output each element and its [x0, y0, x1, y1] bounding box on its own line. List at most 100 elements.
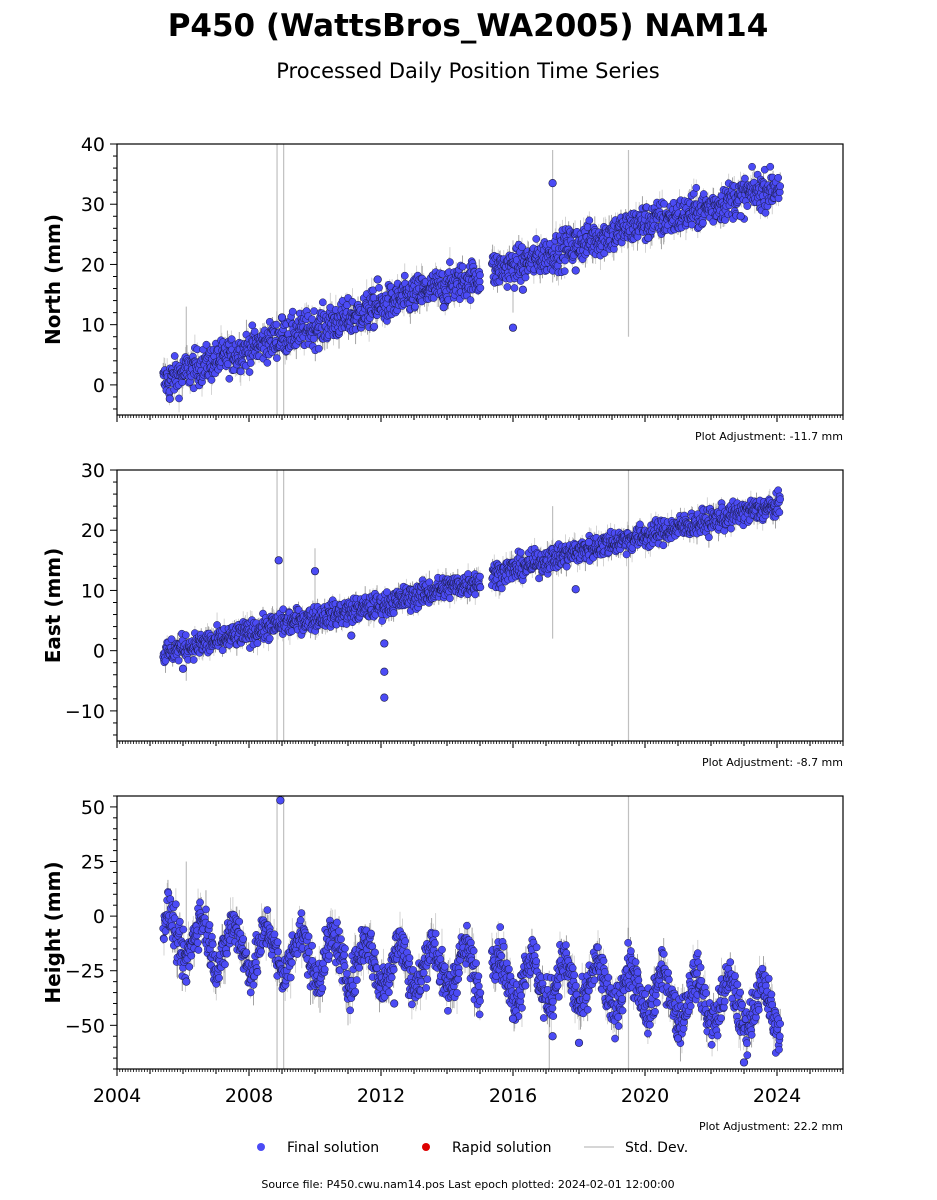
data-point	[741, 174, 749, 183]
data-point	[466, 296, 475, 304]
data-point	[471, 590, 480, 599]
y-axis-label: North (mm)	[41, 214, 65, 345]
data-point	[521, 273, 530, 282]
data-point	[309, 334, 318, 343]
data-point	[476, 284, 485, 292]
data-point	[446, 594, 454, 603]
data-point	[310, 307, 318, 315]
outlier-point	[439, 303, 448, 312]
data-point	[250, 327, 259, 336]
data-point	[236, 367, 245, 376]
data-point	[727, 524, 735, 533]
outlier-point	[373, 275, 382, 284]
data-point	[245, 368, 254, 376]
y-tick-label: −10	[65, 701, 105, 723]
plot-adjustment: Plot Adjustment: -11.7 mm	[695, 430, 843, 443]
data-point	[692, 183, 701, 192]
data-point	[272, 320, 281, 329]
outlier-point	[165, 394, 174, 403]
data-point	[775, 508, 784, 517]
data-point	[400, 271, 409, 280]
final-solution-points	[159, 486, 785, 702]
data-point	[174, 656, 183, 665]
data-point	[170, 352, 179, 360]
outlier-point	[380, 639, 389, 648]
outlier-point	[380, 667, 389, 676]
panel-1: 0 10 20 30 40 North (mm) Plot Adjustment: -11.…	[41, 134, 844, 443]
data-point	[562, 562, 571, 571]
y-tick-label: 10	[81, 580, 105, 602]
data-point	[375, 283, 383, 292]
y-tick-label: 0	[93, 641, 105, 663]
outlier-point	[508, 323, 518, 332]
outlier-point	[571, 585, 580, 594]
plot-area	[159, 144, 785, 415]
data-point	[748, 162, 756, 171]
data-point	[535, 574, 543, 583]
data-point	[476, 583, 485, 592]
data-point	[458, 262, 467, 271]
data-point	[699, 219, 707, 227]
y-tick-label: 10	[81, 315, 105, 337]
y-tick-label: 30	[81, 460, 105, 482]
data-point	[207, 376, 216, 384]
data-point	[314, 344, 323, 353]
data-point	[370, 322, 379, 331]
data-point	[446, 258, 454, 266]
data-point	[202, 340, 211, 349]
outlier-point	[380, 693, 389, 702]
outlier-point	[736, 212, 745, 221]
data-point	[223, 360, 232, 368]
outlier-point	[571, 266, 580, 275]
outlier-point	[347, 631, 356, 640]
y-tick-label: 20	[81, 520, 105, 542]
outlier-point	[584, 538, 594, 547]
outlier-point	[277, 313, 287, 322]
data-point	[218, 646, 227, 655]
data-point	[167, 635, 176, 644]
y-tick-label: 0	[93, 375, 105, 397]
data-point	[743, 202, 752, 210]
data-point	[766, 162, 775, 171]
data-point	[227, 335, 236, 343]
data-point	[389, 609, 398, 617]
chart-subtitle: Processed Daily Position Time Series	[276, 59, 660, 83]
outlier-point	[548, 179, 557, 188]
data-point	[253, 639, 262, 648]
data-point	[510, 284, 519, 292]
plot-area	[159, 470, 785, 741]
data-point	[776, 495, 785, 504]
data-point	[429, 294, 438, 302]
chart-title: P450 (WattsBros_WA2005) NAM14	[168, 8, 769, 44]
data-point	[560, 267, 569, 276]
data-point	[175, 394, 183, 403]
data-point	[585, 216, 594, 225]
y-tick-label: 30	[81, 194, 105, 216]
data-point	[532, 235, 541, 243]
final-solution-points	[159, 162, 785, 403]
data-point	[475, 277, 484, 286]
data-point	[318, 298, 327, 307]
data-point	[288, 307, 297, 316]
data-point	[761, 209, 770, 217]
outlier-point	[644, 233, 653, 243]
data-point	[776, 182, 785, 190]
data-point	[378, 617, 387, 625]
data-point	[518, 243, 526, 251]
data-point	[225, 374, 234, 383]
panels: 0 10 20 30 40 North (mm) Plot Adjustment: -11.…	[41, 134, 844, 1133]
y-tick-label: 20	[81, 254, 105, 276]
outlier-point	[310, 567, 320, 576]
data-point	[181, 631, 190, 639]
y-tick-label: 40	[81, 134, 105, 156]
data-point	[705, 533, 713, 542]
data-point	[265, 634, 274, 643]
data-point	[636, 520, 644, 529]
data-point	[659, 541, 668, 550]
data-point	[383, 588, 391, 596]
outlier-point	[518, 285, 528, 294]
data-point	[476, 572, 484, 581]
data-point	[516, 548, 525, 557]
